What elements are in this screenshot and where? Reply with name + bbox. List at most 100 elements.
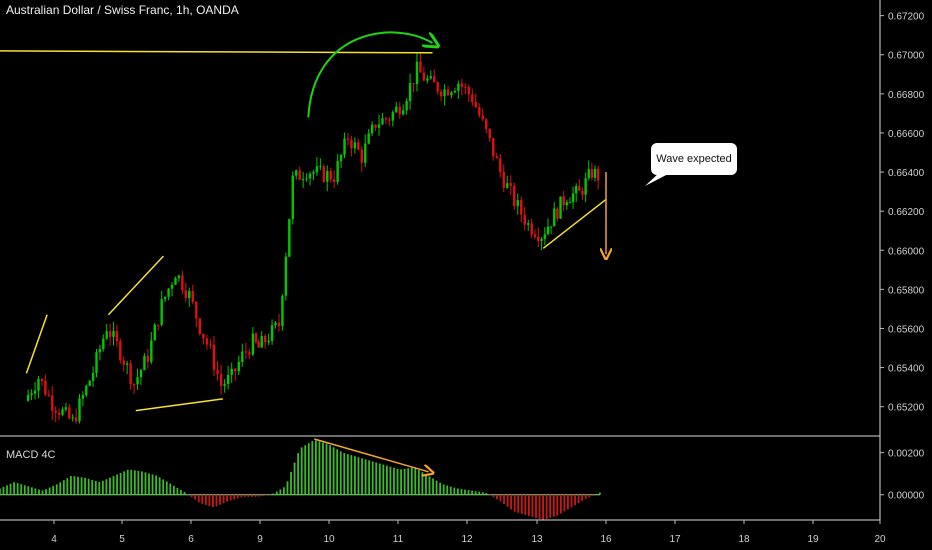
trend-line [135,398,223,412]
macd-bar [343,453,346,495]
candle [298,166,301,181]
candle [537,227,540,247]
macd-bar [38,489,40,495]
macd-bar [190,494,193,498]
candle [367,129,370,145]
x-tick-label: 4 [51,534,57,545]
candle-body [464,86,467,88]
candle [47,389,51,398]
candle-body [329,171,332,180]
macd-bar [16,483,19,495]
candle [312,169,315,180]
candle-body [305,178,308,180]
macd-bar [329,445,331,495]
candle-body [571,193,575,203]
candle-body [530,223,533,235]
macd-bar [215,494,218,507]
candle-body [234,368,237,372]
candle-body [549,226,553,228]
macd-bar [368,460,371,495]
macd-bar [371,461,374,495]
candle-body [485,119,488,129]
candle [88,379,91,387]
macd-bar [325,443,328,495]
candle [384,116,388,125]
macd-bar [130,469,133,495]
candle-body [44,380,47,395]
macd-bar [464,489,466,495]
trend-line [107,255,164,316]
candle-body [260,336,263,348]
candle-body [57,412,61,415]
candle-body [587,169,590,179]
candle-body [562,196,565,206]
candle [353,137,357,154]
x-tick-label: 20 [874,534,886,545]
macd-bar [407,468,410,495]
x-tick-label: 9 [257,534,263,545]
macd-bar [70,476,72,495]
candle-body [540,239,543,241]
macd-bar [59,482,62,495]
candle [549,226,553,234]
candle [502,164,505,193]
candle-body [546,226,550,235]
candle [559,196,562,219]
macd-bar [456,488,459,495]
candle-body [322,166,326,182]
candle [136,368,139,390]
candle-body [556,208,559,219]
macd-bar [322,442,324,495]
candle-body [301,179,305,181]
candle [464,83,467,95]
macd-bar [98,481,101,495]
x-tick-label: 13 [531,534,543,545]
candle [30,389,33,401]
candle [568,197,572,204]
candle [543,227,547,246]
macd-y-tick-label: 0.00000 [888,491,925,502]
macd-y-tick-label: 0.00200 [888,449,925,460]
macd-bar [258,494,260,497]
macd-bar [41,490,44,495]
macd-bar [520,494,523,514]
candle [105,323,108,340]
candle-body [478,107,481,116]
macd-bar [212,494,214,507]
macd-bar [204,494,207,505]
y-tick-label: 0.66200 [888,207,925,218]
macd-bar [314,440,317,495]
candle [301,171,305,189]
candle-body [436,82,439,92]
macd-bar [27,486,30,495]
macd-bar [290,471,292,495]
macd-bar [375,462,378,495]
macd-bar [552,494,555,517]
candle [281,294,284,331]
y-tick-label: 0.66000 [888,246,925,257]
macd-bar [414,468,417,495]
candle [26,389,30,402]
macd-bar [517,494,520,513]
candle [326,165,329,192]
candle [478,103,481,118]
candle [377,114,381,136]
y-tick-label: 0.65600 [888,324,925,335]
candle [153,322,156,341]
candle [485,118,488,134]
candle [575,183,578,203]
candle-body [132,384,136,386]
macd-bar [393,467,395,495]
candle-body [288,219,291,257]
trend-line [542,198,607,249]
macd-bar [169,483,172,495]
macd-bar [176,487,179,495]
candle [509,175,512,195]
candle-body [360,149,363,163]
macd-bar [425,474,427,495]
y-tick-label: 0.65800 [888,285,925,296]
candle [295,169,298,180]
candle [102,334,105,352]
candle-body [581,190,584,195]
candle [412,82,415,93]
